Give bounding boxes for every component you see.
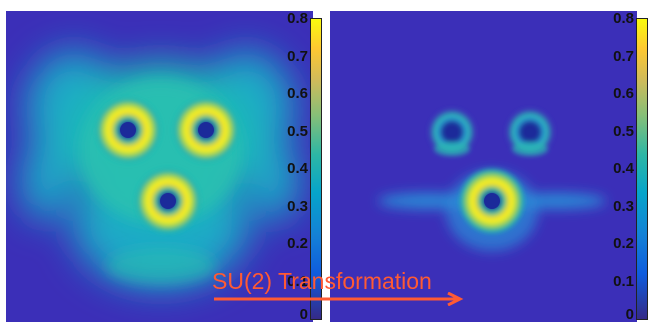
transformation-label: SU(2) Transformation [212,268,432,294]
colorbar-tick-label: 0.1 [613,272,634,290]
left-density-panel: 0.8 0.7 0.6 0.5 0.4 0.3 0.2 0.1 0 [6,11,323,322]
right-density-map [330,11,637,322]
colorbar-tick-label: 0.7 [287,47,308,65]
colorbar-tick-label: 0.4 [613,160,634,177]
transformation-annotation: SU(2) Transformation [212,268,482,308]
colorbar-tick-label: 0.5 [613,122,634,140]
colorbar-tick-label: 0 [625,306,634,323]
left-colorbar [310,18,322,320]
right-density-panel: 0.8 0.7 0.6 0.5 0.4 0.3 0.2 0.1 0 [330,11,649,322]
colorbar-tick-label: 0.8 [613,10,634,27]
colorbar-tick-label: 0.3 [287,197,308,215]
colorbar-tick-label: 0.2 [287,235,308,252]
colorbar-tick-label: 0 [299,306,308,323]
right-colorbar [636,18,648,320]
colorbar-tick-label: 0.4 [287,160,308,177]
colorbar-tick-label: 0.8 [287,10,308,27]
colorbar-tick-label: 0.7 [613,47,634,65]
colorbar-tick-label: 0.6 [613,85,634,102]
colorbar-tick-label: 0.5 [287,122,308,140]
colorbar-tick-label: 0.1 [287,272,308,290]
left-density-map [6,11,313,322]
right-small-rings [427,107,555,157]
right-arrow-icon [214,292,464,306]
colorbar-tick-label: 0.3 [613,197,634,215]
colorbar-tick-label: 0.2 [613,235,634,252]
colorbar-tick-label: 0.6 [287,85,308,102]
